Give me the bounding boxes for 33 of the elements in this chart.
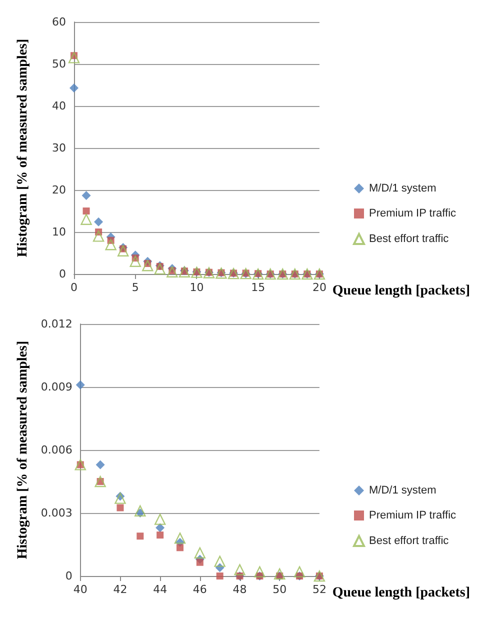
- x-tick-label: 48: [232, 583, 247, 596]
- x-tick-label: 40: [73, 583, 88, 596]
- y-tick-label: 0.012: [40, 318, 72, 330]
- y-tick-label: 0.003: [40, 506, 72, 520]
- legend-label: Best effort traffic: [369, 233, 450, 245]
- y-tick-label: 0.006: [40, 444, 72, 456]
- y-tick-label: 0: [59, 268, 66, 280]
- legend-label: Premium IP traffic: [369, 208, 457, 220]
- x-tick-label: 5: [132, 281, 139, 294]
- legend-label: Best effort traffic: [369, 535, 450, 547]
- y-tick-label: 0: [65, 570, 72, 582]
- y-axis-title: Histogram [% of measured samples]: [16, 340, 30, 560]
- legend-label: Premium IP traffic: [369, 510, 457, 522]
- x-axis-title: Queue length [packets]: [332, 586, 470, 600]
- x-axis-title: Queue length [packets]: [332, 284, 470, 298]
- y-axis-title: Histogram [% of measured samples]: [16, 38, 30, 258]
- y-tick-label: 40: [52, 100, 66, 112]
- y-tick-label: 10: [52, 226, 66, 238]
- x-tick-label: 15: [251, 281, 266, 294]
- x-tick-label: 10: [190, 281, 204, 294]
- legend-label: M/D/1 system: [369, 484, 436, 496]
- y-tick-label: 30: [52, 142, 66, 154]
- x-tick-label: 42: [113, 583, 128, 596]
- x-tick-label: 52: [312, 583, 326, 596]
- y-tick-label: 50: [52, 58, 66, 70]
- y-tick-label: 20: [52, 184, 66, 196]
- y-tick-label: 0.009: [40, 380, 72, 394]
- y-tick-label: 60: [52, 16, 66, 28]
- x-tick-label: 20: [312, 281, 326, 294]
- x-tick-label: 44: [153, 583, 168, 596]
- legend-label: M/D/1 system: [369, 182, 436, 194]
- x-tick-label: 50: [272, 583, 287, 596]
- x-tick-label: 46: [192, 583, 207, 596]
